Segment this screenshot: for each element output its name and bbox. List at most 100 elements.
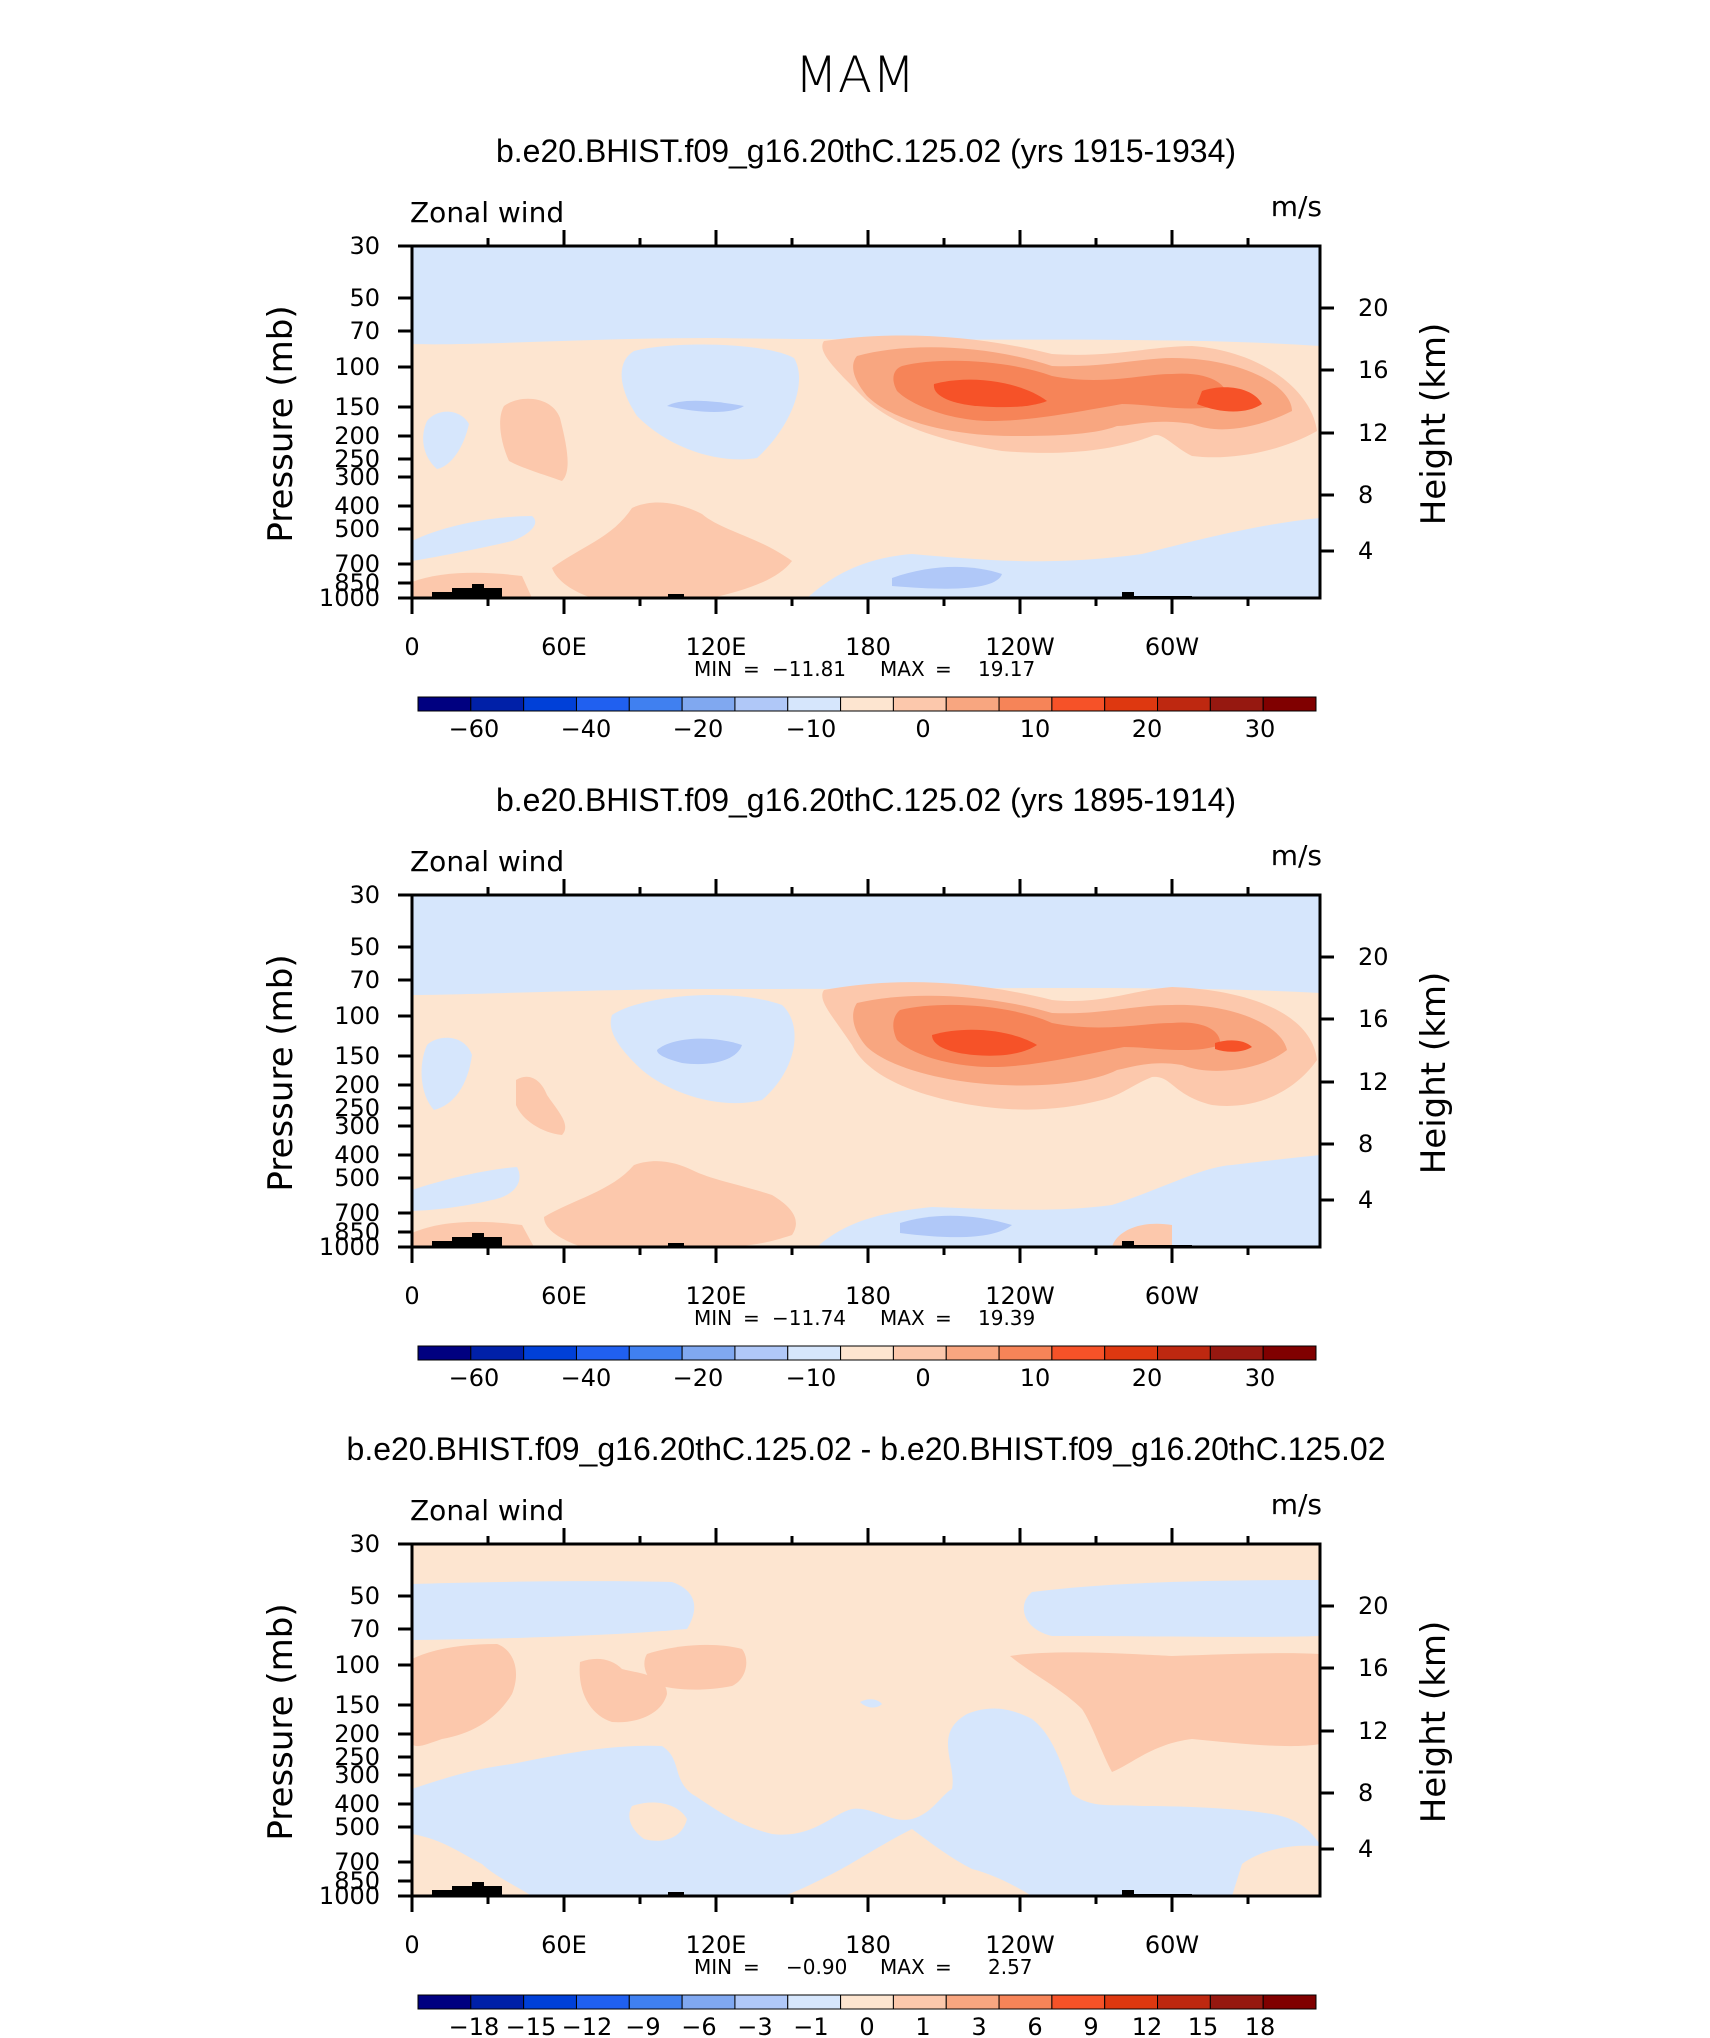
y2-tick-label: 4: [1358, 537, 1373, 565]
x-tick-label: 60W: [1145, 1282, 1199, 1310]
x-tick-label: 120W: [985, 1931, 1055, 1959]
colorbar-label: 0: [915, 1364, 930, 1392]
y2-tick-label: 20: [1358, 943, 1389, 971]
max-value: 19.17: [978, 657, 1035, 681]
colorbar-box: [734, 1994, 789, 2010]
colorbar-box: [787, 1345, 842, 1361]
colorbar-label: 6: [1027, 2013, 1042, 2038]
panel-title: b.e20.BHIST.f09_g16.20thC.125.02 (yrs 18…: [496, 782, 1236, 818]
colorbar-labels: −60 −40 −20 −10 0 10 20 30: [449, 1364, 1276, 1392]
y2-ticks: [1320, 306, 1334, 553]
stratosphere-easterly: [412, 895, 1320, 995]
y-tick-label: 50: [349, 284, 380, 312]
contour-jet-core: [933, 379, 1047, 408]
colorbar-box: [681, 696, 736, 712]
y-tick-label: 250: [334, 445, 380, 473]
colorbar-box: [1209, 696, 1264, 712]
colorbar-box: [1262, 696, 1317, 712]
y-tick-label: 200: [334, 1071, 380, 1099]
x-tick-label: 60E: [541, 633, 587, 661]
x-tick-labels: 0 60E 120E 180 120W 60W: [404, 1931, 1199, 1959]
colorbar-box: [734, 696, 789, 712]
y-ticks: [398, 1542, 412, 1898]
colorbar-box: [681, 1994, 736, 2010]
colorbar-label: 0: [915, 715, 930, 743]
min-value: −0.90: [786, 1955, 847, 1979]
min-label: MIN: [694, 1955, 732, 1979]
contour-neg-lower-left: [412, 1167, 520, 1211]
y2-tick-labels: 20 16 12 8 4: [1358, 1592, 1389, 1863]
colorbar-box: [787, 696, 842, 712]
y-ticks: [398, 893, 412, 1249]
y2-ticks: [1320, 955, 1334, 1202]
y-tick-label: 300: [334, 1112, 380, 1140]
y-tick-label: 70: [349, 966, 380, 994]
colorbar-box: [470, 1994, 525, 2010]
y-tick-label: 300: [334, 1761, 380, 1789]
colorbar-label: 0: [859, 2013, 874, 2038]
y-tick-label: 200: [334, 1720, 380, 1748]
diff-neg-lower: [412, 1708, 1320, 1896]
diff-pos-left: [412, 1644, 517, 1747]
colorbar-box: [470, 696, 525, 712]
equals-sign: =: [743, 1306, 760, 1330]
colorbar-label: −15: [506, 2013, 557, 2038]
plot-area: [412, 895, 1320, 1247]
variable-label: Zonal wind: [410, 845, 564, 878]
y2-tick-label: 20: [1358, 294, 1389, 322]
y-tick-label: 200: [334, 422, 380, 450]
stratosphere-easterly: [412, 246, 1320, 346]
contour-neg-core: [900, 1215, 1012, 1238]
contour-neg-3: [423, 411, 469, 469]
colorbar-box: [1104, 1345, 1159, 1361]
y-axis-title: Pressure (mb): [261, 954, 301, 1191]
y-tick-label: 30: [349, 881, 380, 909]
max-label: MAX: [880, 1955, 925, 1979]
colorbar-box: [998, 1994, 1053, 2010]
y-tick-label: 30: [349, 1530, 380, 1558]
min-value: −11.81: [772, 657, 846, 681]
y-tick-label: 400: [334, 492, 380, 520]
contour-jet-core-2: [1215, 1040, 1252, 1052]
colorbar-box: [840, 1345, 894, 1361]
colorbar-box: [417, 1994, 472, 2010]
colorbar-label: 15: [1188, 2013, 1219, 2038]
y-tick-label: 700: [334, 550, 380, 578]
y2-tick-label: 12: [1358, 1717, 1389, 1745]
min-value: −11.74: [772, 1306, 846, 1330]
colorbar-label: −3: [737, 2013, 772, 2038]
colorbar-label: −60: [449, 715, 500, 743]
colorbar-label: −9: [625, 2013, 660, 2038]
colorbar-label: −40: [561, 715, 612, 743]
min-label: MIN: [694, 657, 732, 681]
diff-neg-strat-left: [412, 1581, 695, 1640]
y2-ticks: [1320, 1604, 1334, 1851]
figure-title: MAM: [795, 46, 915, 104]
colorbar-box: [945, 1994, 1000, 2010]
y2-axis-title: Height (km): [1414, 1621, 1454, 1824]
y2-tick-label: 20: [1358, 1592, 1389, 1620]
colorbar-box: [945, 1345, 1000, 1361]
colorbar-box: [575, 1994, 630, 2010]
y-tick-label: 100: [334, 353, 380, 381]
plot-area: [412, 1544, 1320, 1896]
colorbar-box: [1104, 696, 1159, 712]
max-label: MAX: [880, 1306, 925, 1330]
x-tick-label: 0: [404, 1282, 419, 1310]
y-axis-title: Pressure (mb): [261, 305, 301, 542]
y2-tick-label: 8: [1358, 1779, 1373, 1807]
variable-label: Zonal wind: [410, 1494, 564, 1527]
y-tick-label: 400: [334, 1790, 380, 1818]
panel-title: b.e20.BHIST.f09_g16.20thC.125.02 - b.e20…: [347, 1431, 1386, 1467]
x-ticks: [410, 1528, 1250, 1912]
y-tick-label: 100: [334, 1651, 380, 1679]
x-tick-label: 0: [404, 1931, 419, 1959]
colorbar-box: [628, 1994, 683, 2010]
y-tick-label: 100: [334, 1002, 380, 1030]
max-value: 19.39: [978, 1306, 1035, 1330]
colorbar-labels: −60 −40 −20 −10 0 10 20 30: [449, 715, 1276, 743]
panel-3: b.e20.BHIST.f09_g16.20thC.125.02 - b.e20…: [261, 1431, 1454, 2038]
y-tick-label: 70: [349, 317, 380, 345]
plot-area: [412, 246, 1320, 598]
y-tick-label: 850: [334, 569, 380, 597]
